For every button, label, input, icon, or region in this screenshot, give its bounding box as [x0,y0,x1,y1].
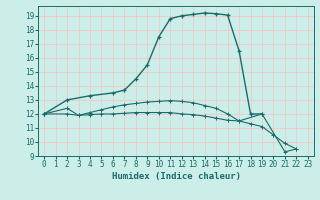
X-axis label: Humidex (Indice chaleur): Humidex (Indice chaleur) [111,172,241,181]
